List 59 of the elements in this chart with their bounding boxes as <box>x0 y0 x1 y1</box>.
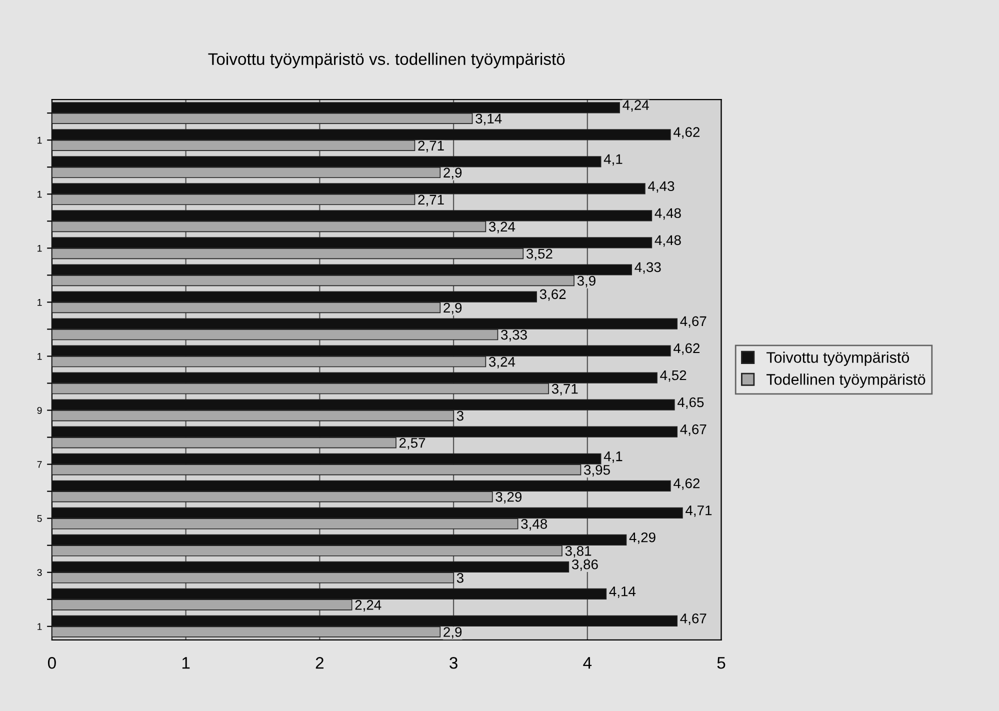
x-tick-label: 2 <box>316 657 324 669</box>
data-label: 4,14 <box>609 586 636 598</box>
x-tick-label: 3 <box>450 657 458 669</box>
x-tick-label: 1 <box>182 657 190 669</box>
y-tick-label: 1 <box>38 299 42 306</box>
data-label: 4,29 <box>629 532 656 544</box>
data-label: 3,95 <box>584 464 610 476</box>
data-label: 4,48 <box>654 235 681 247</box>
data-label: 4,67 <box>680 424 706 436</box>
data-label: 3,24 <box>488 356 516 368</box>
data-label: 2,9 <box>444 168 462 180</box>
data-label: 4,48 <box>654 208 681 220</box>
data-label: 2,71 <box>418 194 444 206</box>
data-label: 4,71 <box>686 506 712 517</box>
legend-label: Todellinen työympäristö <box>766 374 926 388</box>
x-tick-label: 0 <box>48 657 56 669</box>
data-label: 3 <box>456 573 464 583</box>
x-tick-label: 5 <box>717 657 726 669</box>
data-label: 4,1 <box>604 452 622 463</box>
data-label: 4,62 <box>674 127 700 139</box>
data-label: 3,71 <box>552 384 578 396</box>
y-tick-label: 3 <box>37 569 42 576</box>
data-label: 4,24 <box>622 100 649 112</box>
data-label: 2,57 <box>399 438 426 450</box>
y-tick-label: 1 <box>38 136 42 144</box>
data-label: 4,62 <box>674 343 700 355</box>
y-tick-label: 7 <box>37 461 42 468</box>
y-tick-label: 1 <box>38 623 42 630</box>
data-label: 3,81 <box>565 546 592 558</box>
data-label: 3,14 <box>476 114 502 126</box>
y-tick-label: 1 <box>38 244 42 252</box>
data-label: 4,67 <box>680 613 706 625</box>
data-label: 4,65 <box>678 397 704 409</box>
data-label: 4,33 <box>634 262 661 274</box>
data-label: 4,43 <box>648 181 674 193</box>
data-label: 3,9 <box>577 276 596 288</box>
data-label: 4,62 <box>674 478 700 490</box>
chart-title: Toivottu työympäristö vs. todellinen työympäristö <box>208 52 565 68</box>
data-label: 3,86 <box>572 559 598 571</box>
x-tick-label: 4 <box>583 657 592 669</box>
y-tick-label: 5 <box>37 515 42 522</box>
y-tick-label: 1 <box>38 353 42 360</box>
data-label: 2,9 <box>444 302 462 314</box>
data-label: 4,67 <box>680 316 706 328</box>
data-label: 2,9 <box>444 627 462 639</box>
data-label: 3,48 <box>521 519 548 530</box>
data-label: 3,33 <box>501 330 527 342</box>
data-label: 4,1 <box>604 154 622 166</box>
data-label: 2,71 <box>418 140 444 152</box>
data-label: 4,52 <box>660 370 686 382</box>
data-label: 3,29 <box>496 492 522 504</box>
y-tick-label: 1 <box>38 190 42 198</box>
data-label: 3,62 <box>540 289 566 301</box>
y-tick-label: 9 <box>37 406 42 414</box>
data-label: 3 <box>456 410 464 421</box>
data-label: 3,52 <box>526 248 552 260</box>
data-label: 2,24 <box>355 600 382 612</box>
legend-label: Toivottu työympäristö <box>766 352 910 366</box>
data-label: 3,24 <box>488 222 516 234</box>
